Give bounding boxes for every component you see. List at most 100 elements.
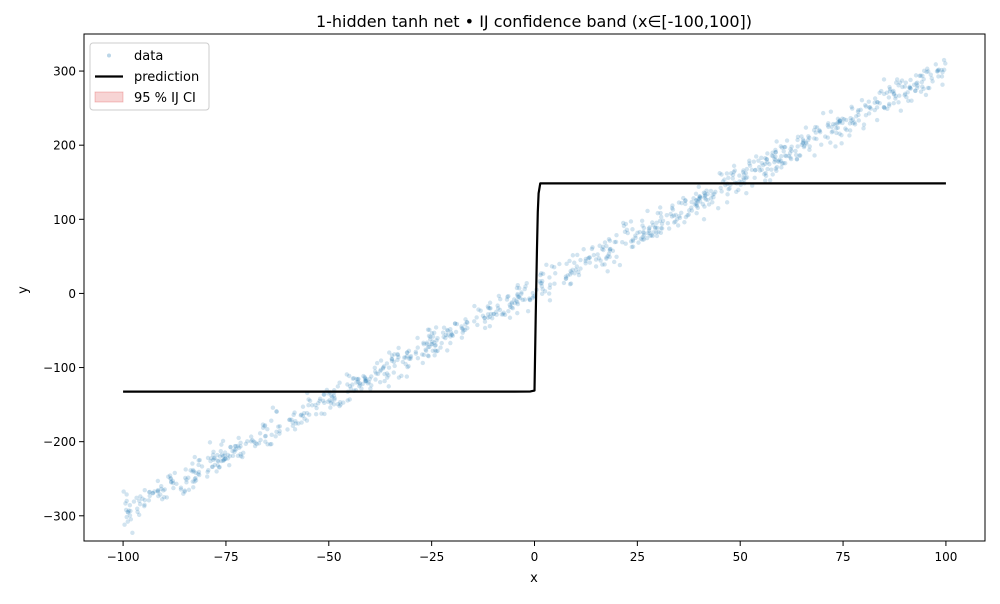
- data-point: [344, 372, 350, 377]
- data-point: [531, 294, 536, 299]
- data-point: [837, 118, 842, 123]
- data-point: [732, 168, 737, 173]
- data-point: [225, 456, 231, 461]
- data-point: [420, 360, 425, 366]
- data-point: [507, 315, 513, 320]
- data-point: [773, 166, 778, 171]
- data-point: [386, 373, 391, 378]
- data-point: [206, 468, 211, 473]
- data-point: [539, 271, 544, 276]
- data-point: [839, 141, 844, 146]
- data-point: [523, 284, 528, 289]
- data-point: [432, 348, 438, 353]
- data-point: [833, 122, 838, 127]
- data-point: [359, 386, 364, 391]
- data-point: [374, 371, 379, 376]
- data-point: [834, 126, 839, 131]
- data-point: [589, 246, 595, 252]
- data-point: [530, 290, 536, 296]
- y-tick-label: −100: [43, 361, 76, 375]
- data-point: [337, 380, 342, 385]
- data-point: [273, 434, 278, 439]
- data-point: [232, 449, 237, 454]
- data-point: [596, 256, 602, 261]
- data-point: [292, 427, 298, 432]
- data-point: [812, 136, 817, 141]
- x-tick-label: −100: [107, 550, 140, 564]
- data-point: [363, 378, 368, 384]
- data-point: [920, 84, 925, 89]
- data-point: [495, 306, 501, 311]
- data-point: [192, 479, 197, 484]
- data-point: [488, 311, 494, 317]
- data-point: [572, 260, 577, 265]
- data-point: [150, 490, 155, 496]
- data-point: [415, 355, 421, 361]
- data-point: [408, 355, 413, 360]
- x-tick-label: 0: [531, 550, 539, 564]
- data-point: [150, 490, 156, 496]
- data-point: [689, 208, 695, 213]
- data-point: [670, 207, 676, 212]
- data-point: [843, 126, 848, 131]
- data-point: [900, 84, 905, 90]
- data-point: [268, 442, 273, 447]
- data-point: [741, 168, 746, 173]
- data-point: [591, 252, 597, 258]
- data-point: [940, 70, 945, 75]
- data-point: [540, 271, 546, 277]
- data-point: [302, 416, 307, 421]
- data-point: [897, 93, 902, 98]
- data-point: [191, 469, 197, 474]
- data-point: [664, 212, 669, 218]
- data-point: [260, 425, 266, 430]
- data-point: [313, 402, 318, 408]
- data-point: [887, 89, 893, 94]
- data-point: [399, 373, 404, 379]
- data-point: [702, 193, 707, 199]
- data-point: [445, 348, 450, 353]
- data-point: [703, 193, 708, 198]
- data-point: [669, 205, 675, 211]
- data-point: [190, 479, 195, 484]
- data-point: [659, 221, 665, 227]
- data-point: [432, 343, 438, 348]
- legend-ci-patch: [94, 91, 124, 103]
- data-point: [913, 88, 918, 93]
- data-point: [168, 476, 174, 481]
- data-point: [184, 480, 189, 485]
- data-point: [205, 455, 211, 461]
- data-point: [913, 73, 919, 78]
- data-point: [934, 69, 940, 74]
- data-point: [517, 286, 522, 291]
- data-point: [212, 455, 217, 461]
- data-point: [737, 173, 742, 178]
- data-point: [891, 92, 897, 97]
- data-point: [907, 85, 913, 91]
- data-point: [575, 252, 580, 258]
- data-point: [726, 187, 731, 192]
- data-point: [617, 262, 623, 268]
- data-point: [524, 280, 529, 286]
- data-point: [604, 255, 609, 260]
- data-point: [441, 334, 446, 340]
- data-point: [197, 457, 202, 463]
- data-point: [238, 440, 243, 446]
- data-point: [740, 169, 746, 175]
- data-point: [764, 156, 769, 162]
- y-tick-label: 300: [53, 65, 76, 79]
- data-point: [274, 429, 279, 435]
- data-point: [915, 85, 920, 90]
- data-point: [669, 214, 675, 219]
- data-point: [126, 508, 132, 513]
- data-point: [819, 142, 824, 147]
- data-point: [166, 474, 171, 479]
- data-point: [875, 99, 880, 105]
- data-point: [434, 338, 439, 343]
- data-point: [400, 359, 406, 365]
- data-point: [595, 252, 600, 257]
- data-point: [167, 473, 173, 478]
- data-point: [377, 369, 383, 374]
- data-point: [725, 192, 730, 197]
- data-point: [361, 373, 366, 379]
